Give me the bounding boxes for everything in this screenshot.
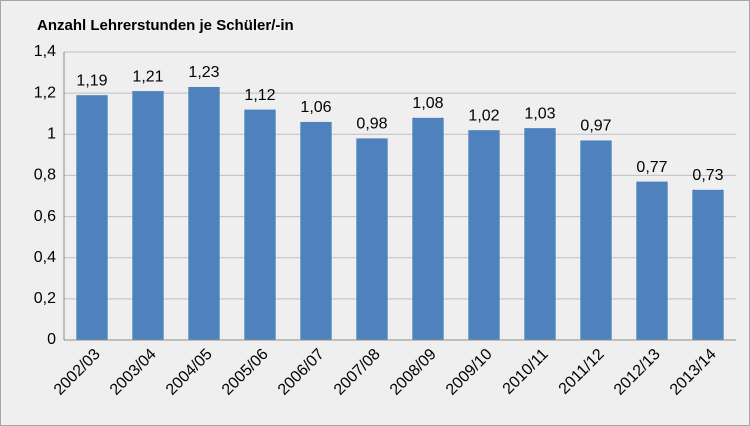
data-label: 1,12 bbox=[244, 87, 275, 104]
data-label: 0,73 bbox=[692, 167, 723, 184]
bar bbox=[300, 121, 332, 340]
y-tick-label: 1,2 bbox=[34, 84, 56, 101]
bar bbox=[468, 130, 500, 340]
bar bbox=[524, 128, 556, 340]
bar bbox=[132, 91, 164, 340]
data-label: 1,23 bbox=[188, 64, 219, 81]
bar bbox=[244, 109, 276, 340]
chart-title: Anzahl Lehrerstunden je Schüler/-in bbox=[37, 17, 294, 34]
data-label: 1,21 bbox=[132, 68, 163, 85]
data-label: 1,02 bbox=[468, 107, 499, 124]
bar bbox=[356, 138, 388, 340]
bar bbox=[692, 189, 724, 340]
bar bbox=[412, 117, 444, 340]
data-label: 1,06 bbox=[300, 99, 331, 116]
bar bbox=[76, 95, 108, 340]
y-tick-label: 0,6 bbox=[34, 208, 56, 225]
data-label: 1,19 bbox=[76, 72, 107, 89]
bar bbox=[636, 181, 668, 340]
data-label: 1,08 bbox=[412, 95, 443, 112]
y-tick-label: 0 bbox=[47, 331, 56, 348]
y-tick-label: 1 bbox=[47, 126, 56, 143]
data-label: 0,77 bbox=[636, 159, 667, 176]
bar bbox=[580, 140, 612, 340]
data-label: 0,97 bbox=[580, 118, 611, 135]
bar bbox=[188, 86, 220, 340]
data-label: 1,03 bbox=[524, 105, 555, 122]
y-tick-label: 1,4 bbox=[34, 43, 56, 60]
y-tick-label: 0,8 bbox=[34, 167, 56, 184]
y-tick-label: 0,2 bbox=[34, 290, 56, 307]
y-tick-label: 0,4 bbox=[34, 249, 56, 266]
data-label: 0,98 bbox=[356, 116, 387, 133]
